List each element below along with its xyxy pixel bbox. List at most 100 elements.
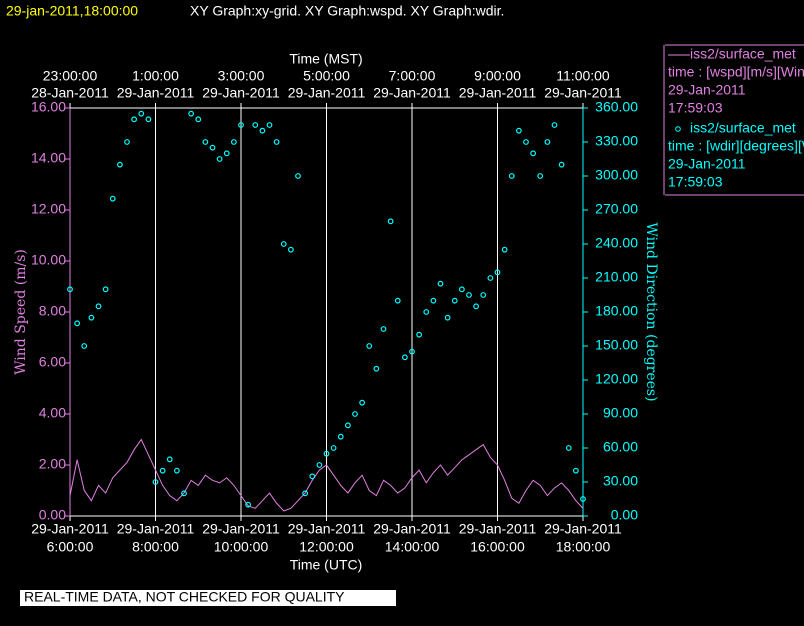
direction-point (466, 292, 472, 298)
direction-point (202, 139, 209, 145)
legend-text: 17:59:03 (668, 174, 723, 190)
y2-axis-title: Wind Direction (degrees) (643, 222, 659, 401)
y2-tick-label: 120.00 (595, 371, 638, 387)
y2-tick-label: 0.00 (611, 507, 638, 523)
legend-marker (675, 126, 681, 132)
y2-tick-label: 150.00 (595, 337, 638, 353)
direction-point (458, 286, 465, 293)
y2-tick-label: 360.00 (595, 99, 638, 115)
x-tick-label: 29-Jan-2011 (288, 521, 366, 537)
direction-point (316, 462, 323, 468)
direction-point (366, 343, 373, 349)
direction-point (252, 122, 259, 128)
direction-point (95, 303, 102, 310)
x2-tick-label: 1:00:00 (132, 68, 179, 84)
direction-point (373, 365, 380, 372)
direction-point (259, 127, 266, 134)
x2-tick-label: 29-Jan-2011 (202, 85, 280, 101)
direction-point (230, 139, 237, 145)
x-tick-label: 29-Jan-2011 (202, 521, 280, 537)
x-tick-label: 14:00:00 (385, 539, 440, 555)
direction-point (152, 479, 159, 485)
x-tick-label: 6:00:00 (47, 539, 94, 555)
legend-text: time : [wdir][degrees][W (668, 138, 804, 154)
x2-tick-label: 29-Jan-2011 (117, 85, 195, 101)
direction-point (273, 139, 280, 145)
y-tick-label: 12.00 (31, 201, 66, 217)
direction-point (337, 433, 344, 440)
direction-point (344, 422, 351, 429)
direction-point (102, 286, 109, 293)
x-tick-label: 18:00:00 (556, 539, 611, 555)
y-tick-label: 14.00 (31, 150, 66, 166)
y-tick-label: 0.00 (39, 507, 66, 523)
legend-name: iss2/surface_met (690, 46, 796, 62)
direction-point (437, 280, 444, 287)
direction-point (387, 218, 394, 225)
direction-point (188, 110, 195, 117)
direction-point (74, 320, 81, 327)
direction-point (508, 173, 515, 179)
direction-point (309, 473, 316, 480)
direction-point (480, 292, 487, 298)
footer: REAL-TIME DATA, NOT CHECKED FOR QUALITY (24, 589, 345, 605)
x2-axis-title: Time (MST) (289, 51, 362, 67)
y2-tick-label: 270.00 (595, 201, 638, 217)
x-tick-label: 29-Jan-2011 (544, 521, 622, 537)
y2-tick-label: 240.00 (595, 235, 638, 251)
x2-tick-label: 29-Jan-2011 (373, 85, 451, 101)
direction-point (558, 161, 565, 168)
direction-point (401, 354, 408, 361)
y-tick-label: 10.00 (31, 252, 66, 268)
legend-text: 17:59:03 (668, 100, 723, 116)
direction-point (295, 173, 301, 179)
speed-line (69, 438, 584, 512)
direction-point (159, 467, 166, 474)
direction-point (302, 490, 309, 497)
x-tick-label: 29-Jan-2011 (373, 521, 451, 537)
direction-point (423, 309, 430, 315)
x-tick-label: 12:00:00 (299, 539, 354, 555)
y-tick-label: 2.00 (39, 456, 66, 472)
direction-point (138, 110, 145, 117)
y-tick-label: 16.00 (31, 99, 66, 115)
direction-point (238, 122, 244, 128)
legend-text: time : [wspd][m/s][Wind (668, 64, 804, 80)
x-tick-label: 16:00:00 (470, 539, 525, 555)
x2-tick-label: 3:00:00 (218, 68, 265, 84)
direction-point (380, 326, 387, 332)
direction-point (572, 467, 579, 474)
direction-point (266, 122, 273, 128)
direction-point (88, 314, 95, 321)
direction-point (409, 348, 415, 355)
y-axis-title: Wind Speed (m/s) (13, 249, 29, 375)
legend-text: 29-Jan-2011 (668, 156, 746, 172)
y2-tick-label: 300.00 (595, 167, 638, 183)
direction-point (67, 286, 73, 293)
direction-point (394, 297, 401, 304)
direction-point (501, 246, 508, 253)
direction-point (209, 144, 216, 151)
direction-point (223, 150, 230, 157)
y-tick-label: 8.00 (39, 303, 66, 319)
y2-tick-label: 90.00 (603, 405, 638, 421)
direction-point (352, 411, 358, 417)
direction-point (444, 314, 451, 321)
direction-point (131, 116, 138, 123)
direction-point (451, 297, 458, 304)
y2-tick-label: 60.00 (603, 439, 638, 455)
x-tick-label: 10:00:00 (214, 539, 269, 555)
direction-point (116, 161, 123, 168)
direction-point (216, 156, 223, 162)
direction-point (416, 331, 423, 338)
direction-point (109, 195, 116, 202)
direction-point (487, 275, 494, 281)
y2-tick-label: 330.00 (595, 133, 638, 149)
direction-point (565, 445, 572, 451)
y2-tick-label: 180.00 (595, 303, 638, 319)
x2-tick-label: 9:00:00 (474, 68, 521, 84)
title: XY Graph:xy-grid. XY Graph:wspd. XY Grap… (190, 3, 504, 19)
direction-point (359, 399, 366, 406)
